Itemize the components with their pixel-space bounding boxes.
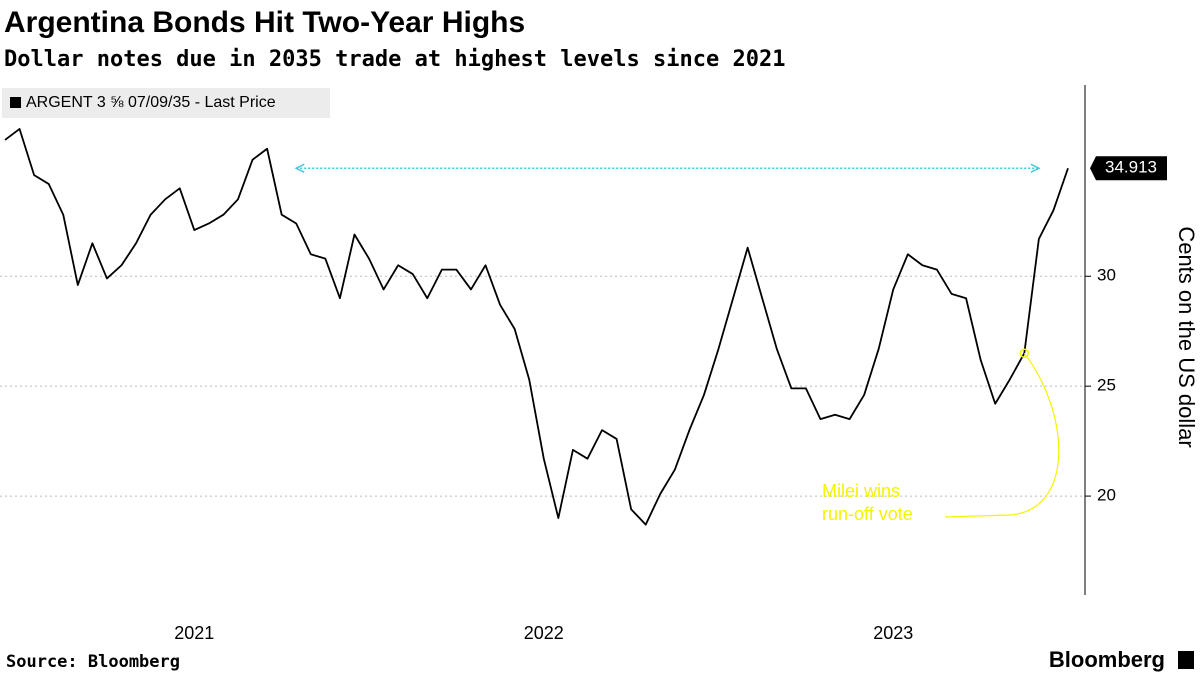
- brand-icon: [1178, 651, 1194, 669]
- legend-label: ARGENT 3 ⅝ 07/09/35 - Last Price: [26, 94, 276, 111]
- x-tick-label: 2023: [873, 623, 913, 643]
- chart-subtitle: Dollar notes due in 2035 trade at highes…: [4, 47, 785, 72]
- line: [4, 128, 1069, 526]
- annotation-leader: [944, 352, 1060, 518]
- y-axis-label: Cents on the US dollar: [1174, 226, 1199, 447]
- source: Source: Bloomberg: [6, 652, 180, 672]
- arrow-head: [294, 163, 305, 173]
- brand: Bloomberg: [1049, 647, 1165, 672]
- chart-title: Argentina Bonds Hit Two-Year Highs: [4, 6, 525, 39]
- last-price-label: 34.913: [1105, 158, 1157, 177]
- x-tick-label: 2022: [524, 623, 564, 643]
- legend-swatch: [10, 97, 21, 108]
- y-tick-label: 25: [1097, 376, 1116, 395]
- annotation: Milei wins run-off vote: [822, 481, 913, 524]
- y-tick-label: 20: [1097, 486, 1116, 505]
- last-price-box: [1090, 156, 1167, 181]
- annotation-marker: [1019, 348, 1030, 358]
- y-tick-label: 30: [1097, 266, 1116, 285]
- arrow-head: [1030, 163, 1041, 173]
- legend-box: [2, 88, 330, 118]
- x-tick-label: 2021: [174, 623, 214, 643]
